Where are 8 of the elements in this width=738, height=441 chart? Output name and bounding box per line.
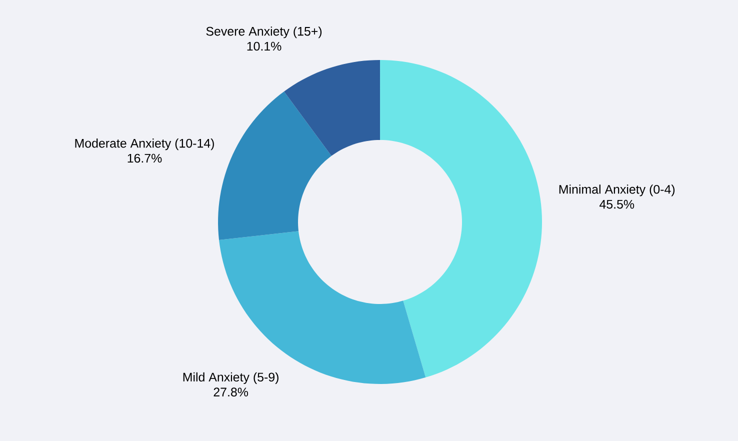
slice-label: Mild Anxiety (5-9) [183, 372, 278, 384]
slice-label: Moderate Anxiety (10-14) [75, 138, 214, 150]
data-label: 45.5% [599, 200, 634, 209]
slice-label: Minimal Anxiety (0-4) [559, 184, 675, 196]
data-label: 27.8% [214, 388, 248, 396]
data-label: 16.7% [128, 154, 162, 163]
data-label: 10.1% [247, 42, 282, 51]
slice-label: Severe Anxiety (15+) [206, 26, 322, 38]
